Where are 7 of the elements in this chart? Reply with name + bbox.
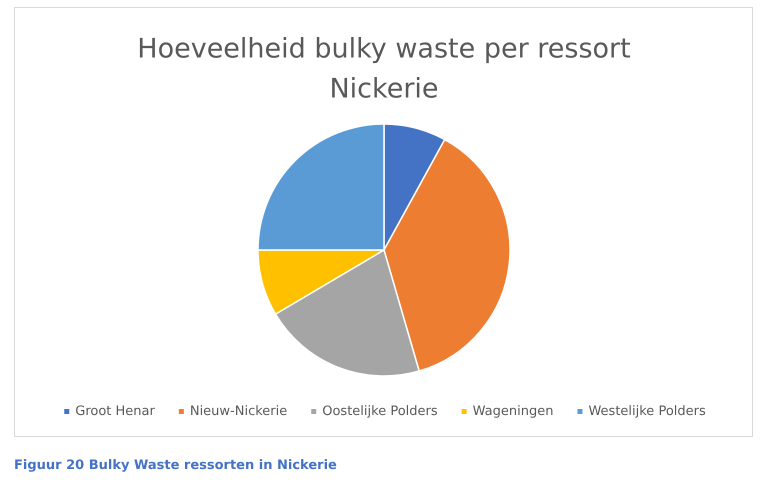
chart-title: Hoeveelheid bulky waste per ressort Nickerie [137,34,631,104]
legend-label: Wageningen [472,404,554,419]
text: Figuur 20 Bulky Waste ressorten in Nickerie [14,458,337,473]
legend-label: Nieuw-Nickerie [190,404,288,419]
legend-label: Westelijke Polders [588,404,706,419]
legend-label: Groot Henar [75,404,156,419]
legend-label: Oostelijke Polders [322,404,438,419]
